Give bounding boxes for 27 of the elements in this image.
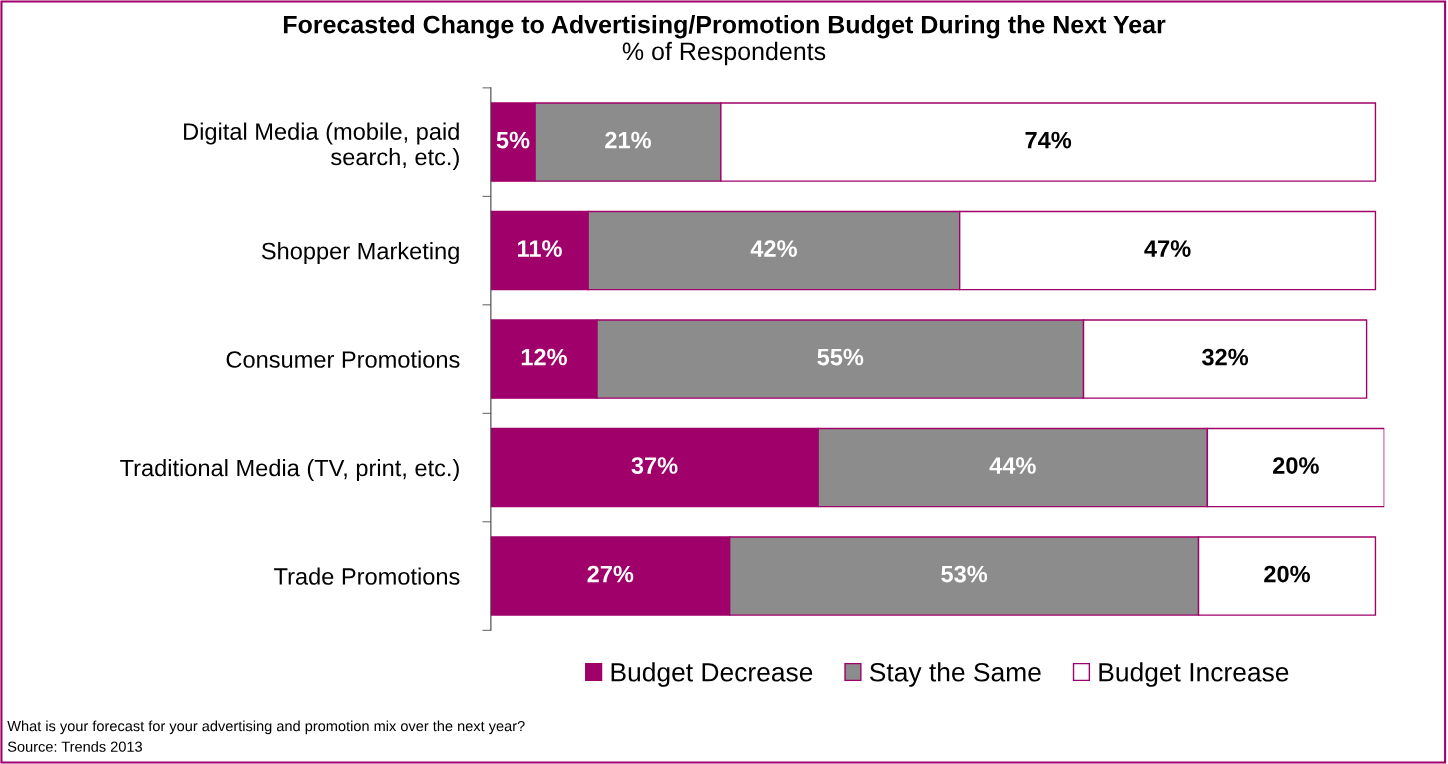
data-label: 37% bbox=[631, 457, 678, 474]
data-label: 42% bbox=[750, 240, 797, 257]
data-label: 12% bbox=[521, 348, 567, 366]
data-label: 53% bbox=[941, 565, 988, 583]
legend-label: Stay the Same bbox=[869, 662, 1041, 687]
y-tick-label: Traditional Media (TV, print, etc.) bbox=[120, 459, 459, 482]
text: What is your forecast for your advertising and promotion mix over the next year? bbox=[7, 720, 525, 735]
y-tick-label: Consumer Promotions bbox=[226, 350, 460, 368]
data-label: 20% bbox=[1264, 565, 1310, 583]
source-note: Source: Trends 2013 bbox=[7, 741, 142, 752]
data-label: 47% bbox=[1144, 240, 1191, 257]
data-label: 32% bbox=[1201, 348, 1249, 366]
data-label: 27% bbox=[587, 565, 634, 583]
legend-label: Budget Increase bbox=[1099, 662, 1289, 687]
data-label: 55% bbox=[817, 348, 864, 366]
data-label: 21% bbox=[605, 131, 651, 149]
data-label: 44% bbox=[989, 457, 1036, 474]
data-label: 5% bbox=[496, 131, 530, 149]
y-tick-label: Trade Promotions bbox=[274, 567, 460, 585]
chart-subtitle: % of Respondents bbox=[622, 41, 826, 66]
y-tick-label: Digital Media (mobile, paid search, etc.) bbox=[184, 122, 459, 170]
legend-label: Budget Decrease bbox=[611, 662, 813, 687]
data-label: 11% bbox=[518, 240, 562, 257]
chart-title: Forecasted Change to Advertising/Promotion Budget During the Next Year bbox=[283, 15, 1166, 39]
y-tick-label: Shopper Marketing bbox=[261, 242, 459, 265]
data-label: 20% bbox=[1273, 457, 1319, 474]
data-label: 74% bbox=[1025, 131, 1072, 149]
